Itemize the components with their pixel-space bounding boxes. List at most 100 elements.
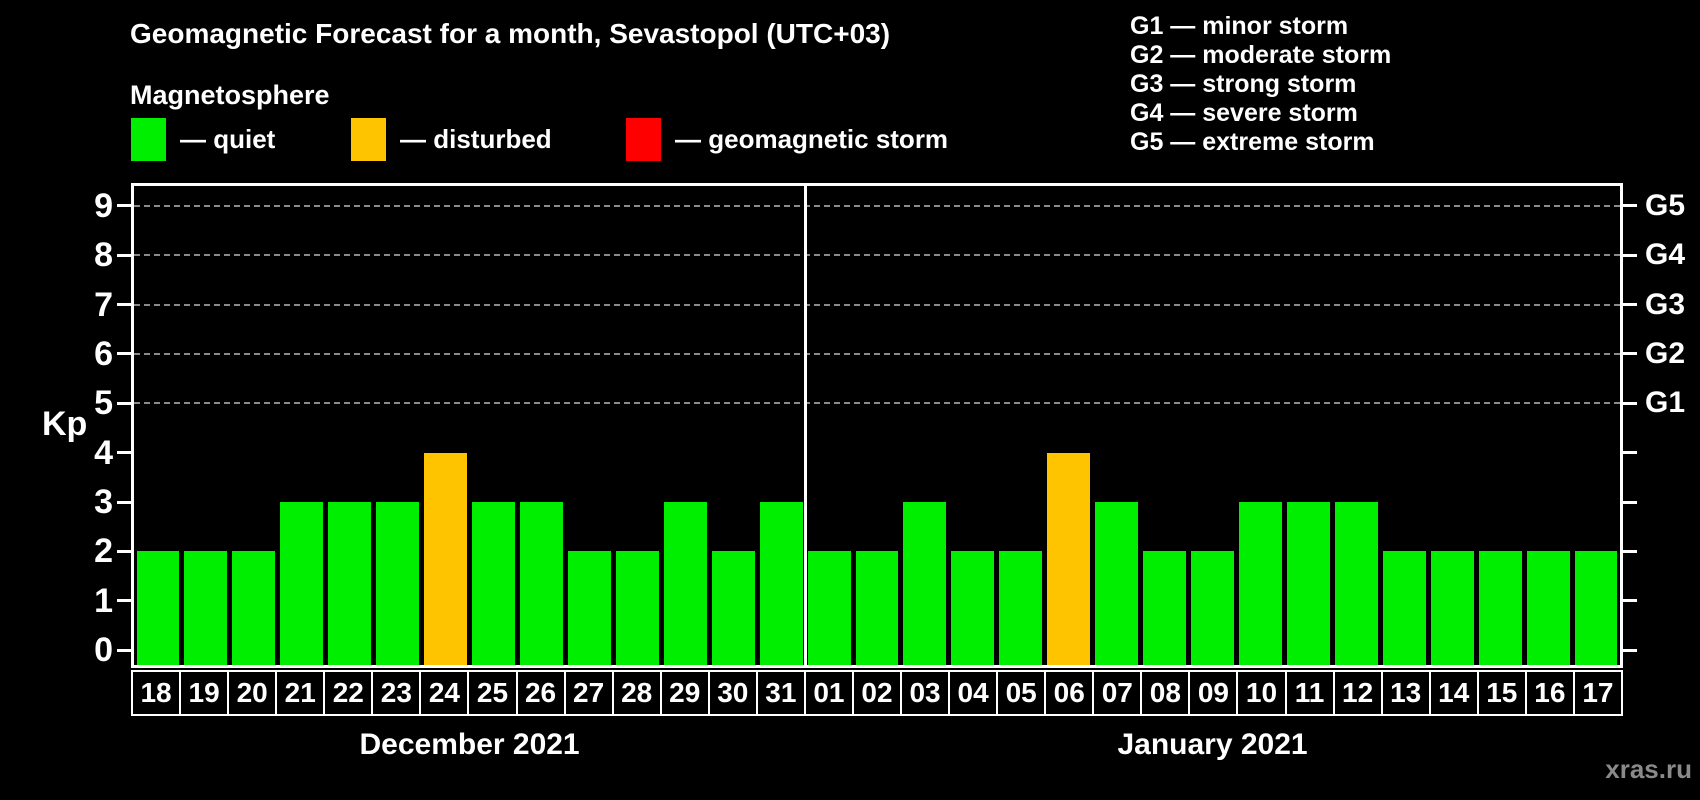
kp-bar-january-08 <box>1143 551 1187 665</box>
left-tick-kp2 <box>117 549 131 553</box>
kp-bar-december-20 <box>232 551 276 665</box>
kp-bar-december-21 <box>280 502 324 665</box>
left-tick-kp9 <box>117 204 131 208</box>
y-axis-number-5: 5 <box>94 384 113 423</box>
date-cell-16: 16 <box>1524 670 1575 716</box>
right-axis-label-g3: G3 <box>1645 287 1686 321</box>
date-cell-10: 10 <box>1236 670 1287 716</box>
legend-label-quiet: — quiet <box>180 124 276 154</box>
kp-bar-december-25 <box>472 502 515 665</box>
kp-bar-december-22 <box>328 502 372 665</box>
kp-bar-january-15 <box>1478 551 1522 665</box>
date-cell-07: 07 <box>1092 670 1143 716</box>
left-tick-kp4 <box>117 451 131 455</box>
left-tick-kp7 <box>117 303 131 306</box>
y-axis-number-0: 0 <box>94 631 113 670</box>
date-cell-22: 22 <box>323 670 374 716</box>
y-axis-number-4: 4 <box>94 433 113 472</box>
date-cell-11: 11 <box>1284 670 1335 716</box>
right-tick-kp6 <box>1623 352 1637 356</box>
date-cell-13: 13 <box>1380 670 1431 716</box>
y-axis-number-6: 6 <box>94 334 113 373</box>
kp-bar-december-23 <box>376 502 420 665</box>
kp-bar-january-14 <box>1430 551 1474 665</box>
legend-label-storm: — geomagnetic storm <box>675 124 949 154</box>
legend-item-disturbed: — disturbed <box>351 118 552 161</box>
date-cell-28: 28 <box>611 670 662 716</box>
date-cell-20: 20 <box>227 670 278 716</box>
y-axis-number-1: 1 <box>94 581 113 620</box>
date-cell-14: 14 <box>1428 670 1479 716</box>
gridline-kp9 <box>134 204 1620 207</box>
right-axis-label-g5: G5 <box>1645 188 1686 222</box>
gridline-kp7 <box>134 303 1620 306</box>
right-tick-kp9 <box>1623 204 1637 208</box>
date-cell-12: 12 <box>1332 670 1383 716</box>
right-tick-kp5 <box>1623 401 1637 405</box>
kp-bar-december-24 <box>424 452 468 665</box>
g-scale-legend: G1 — minor storm G2 — moderate storm G3 — … <box>1130 12 1391 157</box>
date-axis-row: 18 19 20 21 22 23 24 25 26 27 28 29 30 31 01 02 03 04 05 06… <box>131 670 1623 716</box>
right-axis-label-g2: G2 <box>1645 336 1686 370</box>
date-cell-21: 21 <box>275 670 326 716</box>
g-legend-line-2: G2 — moderate storm <box>1130 41 1392 69</box>
watermark: xras.ru <box>1605 754 1692 784</box>
date-cell-08: 08 <box>1140 670 1191 716</box>
g-legend-line-1: G1 — minor storm <box>1130 12 1349 40</box>
y-axis-number-3: 3 <box>94 483 113 522</box>
gridline-kp6 <box>134 352 1620 355</box>
date-cell-09: 09 <box>1188 670 1239 716</box>
date-cell-19: 19 <box>179 670 230 716</box>
right-tick-kp4 <box>1623 451 1637 455</box>
left-tick-kp0 <box>117 648 131 652</box>
right-tick-kp2 <box>1623 549 1637 553</box>
left-tick-kp5 <box>117 401 131 405</box>
kp-bar-december-30 <box>711 551 755 665</box>
date-cell-01: 01 <box>803 670 854 716</box>
kp-bar-december-18 <box>136 551 180 665</box>
g-legend-line-3: G3 — strong storm <box>1130 70 1357 98</box>
legend-item-storm: — geomagnetic storm <box>626 118 948 161</box>
kp-bar-january-17 <box>1574 551 1618 665</box>
kp-bar-january-05 <box>999 551 1043 665</box>
kp-bar-january-06 <box>1047 452 1091 665</box>
date-cell-29: 29 <box>659 670 710 716</box>
right-tick-kp8 <box>1623 253 1637 257</box>
date-cell-31: 31 <box>755 670 806 716</box>
right-tick-kp7 <box>1623 303 1637 306</box>
kp-bar-december-28 <box>615 551 659 665</box>
y-axis-number-2: 2 <box>94 532 113 571</box>
kp-bar-january-12 <box>1334 502 1378 665</box>
y-axis-number-7: 7 <box>94 285 113 324</box>
plot-area <box>131 183 1623 668</box>
date-cell-03: 03 <box>900 670 951 716</box>
kp-bar-january-11 <box>1286 502 1330 665</box>
left-tick-kp3 <box>117 500 131 504</box>
month-divider-1 <box>803 186 807 665</box>
g-legend-line-4: G4 — severe storm <box>1130 99 1358 127</box>
right-tick-kp0 <box>1623 648 1637 652</box>
date-cell-02: 02 <box>851 670 902 716</box>
date-cell-23: 23 <box>371 670 422 716</box>
magnetosphere-label: Magnetosphere <box>130 80 330 110</box>
y-axis-number-8: 8 <box>94 236 113 275</box>
quiet-color-swatch <box>131 118 166 161</box>
kp-bar-january-02 <box>855 551 899 665</box>
kp-bar-december-19 <box>184 551 228 665</box>
chart-title: Geomagnetic Forecast for a month, Sevast… <box>130 18 891 49</box>
date-cell-27: 27 <box>563 670 614 716</box>
gridline-kp5 <box>134 402 1620 405</box>
right-axis-label-g4: G4 <box>1645 238 1686 272</box>
date-cell-05: 05 <box>996 670 1047 716</box>
kp-bar-december-26 <box>519 502 563 665</box>
month-label-january: January 2021 <box>1117 728 1308 761</box>
gridline-kp8 <box>134 254 1620 257</box>
right-tick-kp1 <box>1623 599 1637 603</box>
y-axis-number-9: 9 <box>94 186 113 225</box>
legend-label-disturbed: — disturbed <box>400 124 552 154</box>
right-tick-kp3 <box>1623 500 1637 504</box>
date-cell-24: 24 <box>419 670 470 716</box>
g-legend-line-5: G5 — extreme storm <box>1130 128 1375 156</box>
kp-bar-january-01 <box>807 551 851 665</box>
